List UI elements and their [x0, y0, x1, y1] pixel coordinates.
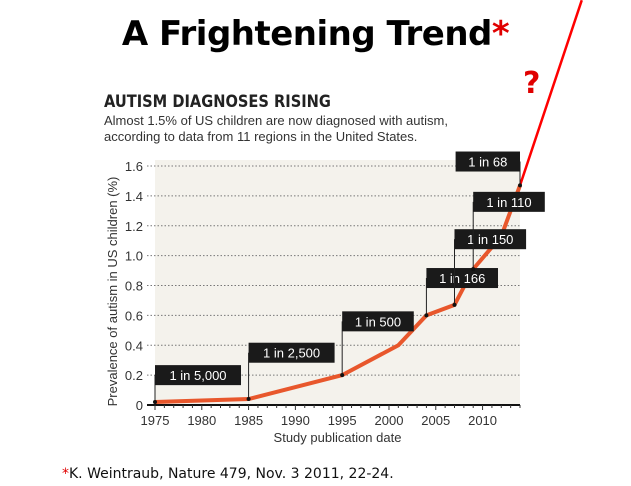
slide-title: A Frightening Trend*: [0, 14, 631, 54]
y-tick-label: 0.8: [125, 279, 143, 294]
annotation-box: [473, 191, 545, 212]
annotation-box: [426, 268, 499, 289]
annotation-box: [454, 229, 527, 250]
y-axis-label: Prevalence of autism in US children (%): [105, 177, 120, 407]
y-tick-label: 0.4: [125, 338, 143, 353]
y-tick-label: 0: [136, 398, 143, 413]
data-point: [340, 373, 345, 378]
x-tick-label: 1995: [328, 413, 357, 428]
annotation-box: [155, 365, 241, 386]
x-tick-label: 1975: [141, 413, 170, 428]
question-mark: ?: [523, 66, 541, 101]
annotation-label: 1 in 68: [468, 155, 507, 170]
y-tick-label: 1.2: [125, 219, 143, 234]
footnote-asterisk: *: [62, 466, 69, 482]
data-point: [246, 397, 251, 402]
x-tick-label: 1990: [281, 413, 310, 428]
annotation-label: 1 in 2,500: [263, 346, 320, 361]
y-tick-label: 1.6: [125, 159, 143, 174]
x-axis-label: Study publication date: [274, 430, 402, 445]
data-point: [153, 400, 157, 405]
extrapolation-line: [518, 0, 583, 186]
y-tick-label: 0.2: [125, 368, 143, 383]
y-tick-label: 1.4: [125, 189, 143, 204]
data-point: [452, 302, 457, 307]
data-point: [424, 313, 429, 318]
data-point: [518, 183, 522, 188]
annotation-label: 1 in 5,000: [169, 368, 226, 383]
y-tick-label: 0.6: [125, 308, 143, 323]
chart-subtitle: Almost 1.5% of US children are now diagn…: [104, 113, 504, 145]
chart-subtitle-line-1: Almost 1.5% of US children are now diagn…: [104, 113, 448, 128]
chart-title: AUTISM DIAGNOSES RISING: [104, 92, 331, 112]
annotation-label: 1 in 500: [355, 314, 401, 329]
annotation-box: [455, 151, 520, 172]
chart-subtitle-line-2: according to data from 11 regions in the…: [104, 129, 418, 144]
annotation-label: 1 in 166: [439, 271, 485, 286]
footnote: *K. Weintraub, Nature 479, Nov. 3 2011, …: [62, 466, 394, 482]
footnote-text: K. Weintraub, Nature 479, Nov. 3 2011, 2…: [69, 466, 394, 482]
annotation-label: 1 in 150: [467, 232, 513, 247]
slide-title-text: A Frightening Trend: [121, 14, 493, 54]
x-tick-label: 2005: [421, 413, 450, 428]
x-tick-label: 2000: [375, 413, 404, 428]
y-tick-label: 1.0: [125, 249, 143, 264]
x-tick-label: 1985: [234, 413, 263, 428]
title-asterisk: *: [491, 14, 510, 54]
data-point: [471, 267, 476, 272]
annotation-box: [342, 311, 414, 332]
annotation-box: [248, 342, 335, 363]
annotation-label: 1 in 110: [486, 195, 531, 210]
x-tick-label: 1980: [187, 413, 216, 428]
x-tick-label: 2010: [468, 413, 497, 428]
